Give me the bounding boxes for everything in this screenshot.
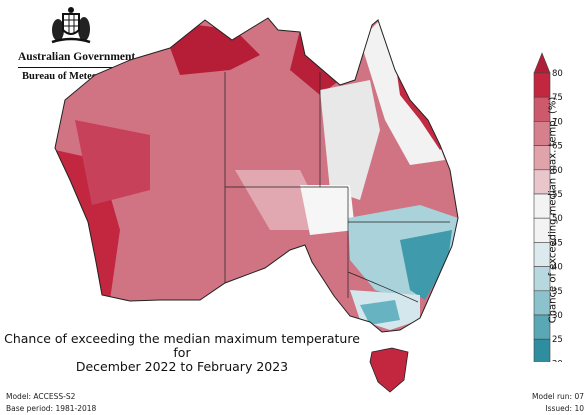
bom-logo: Australian Government Bureau of Meteorol… xyxy=(12,6,135,84)
legend-arrow-top xyxy=(533,52,551,74)
map-title-line2: December 2022 to February 2023 xyxy=(75,359,289,374)
legend-tick-label: 50 xyxy=(552,214,563,224)
legend-tick-label: 35 xyxy=(552,287,563,297)
color-legend: 80 75 70 65 60 55 50 45 40 35 30 25 20 xyxy=(533,52,563,362)
footer-right: Model run: 07 Issued: 10 xyxy=(532,391,584,415)
legend-tick-label: 20 xyxy=(552,359,563,362)
logo-divider xyxy=(18,67,131,68)
neutral-qld-west-area xyxy=(320,80,380,200)
legend-tick-label: 55 xyxy=(552,190,563,200)
legend-tick-label: 60 xyxy=(552,166,563,176)
legend-tick-label: 70 xyxy=(552,117,563,127)
legend-swatch xyxy=(533,72,551,98)
government-name: Australian Government xyxy=(18,51,136,63)
legend-tick-label: 80 xyxy=(552,69,563,79)
issued-date: Issued: 10 xyxy=(545,404,584,413)
map-title: Chance of exceeding the median maximum t… xyxy=(0,332,364,374)
footer-left: Model: ACCESS-S2 Base period: 1981-2018 xyxy=(6,391,96,415)
nsw-vic-border xyxy=(347,271,419,303)
legend-tick-label: 65 xyxy=(552,142,563,152)
neutral-sa-east-area xyxy=(300,185,355,235)
model-name: Model: ACCESS-S2 xyxy=(6,392,76,401)
mainland-coastline xyxy=(54,17,459,333)
legend-tick-label: 30 xyxy=(552,311,563,321)
legend-tick-label: 25 xyxy=(552,335,563,345)
legend-swatch xyxy=(533,338,551,362)
tasmania xyxy=(369,347,409,393)
legend-tick-label: 45 xyxy=(552,238,563,248)
base-period: Base period: 1981-2018 xyxy=(6,404,97,413)
bureau-name: Bureau of Meteorology xyxy=(22,71,126,82)
model-run: Model run: 07 xyxy=(532,392,584,401)
legend-tick-label: 40 xyxy=(552,263,563,273)
strong-cool-coast-area xyxy=(400,230,452,300)
strong-warm-pilbara-area xyxy=(75,120,150,205)
legend-tick-label: 75 xyxy=(552,93,563,103)
state-borders xyxy=(224,72,450,303)
legend-title: Chance of exceeding median max. temp. (%… xyxy=(547,96,559,324)
cool-vic-east-area xyxy=(360,300,400,325)
map-title-line1: Chance of exceeding the median maximum t… xyxy=(4,331,360,360)
coat-of-arms-icon xyxy=(51,7,91,44)
